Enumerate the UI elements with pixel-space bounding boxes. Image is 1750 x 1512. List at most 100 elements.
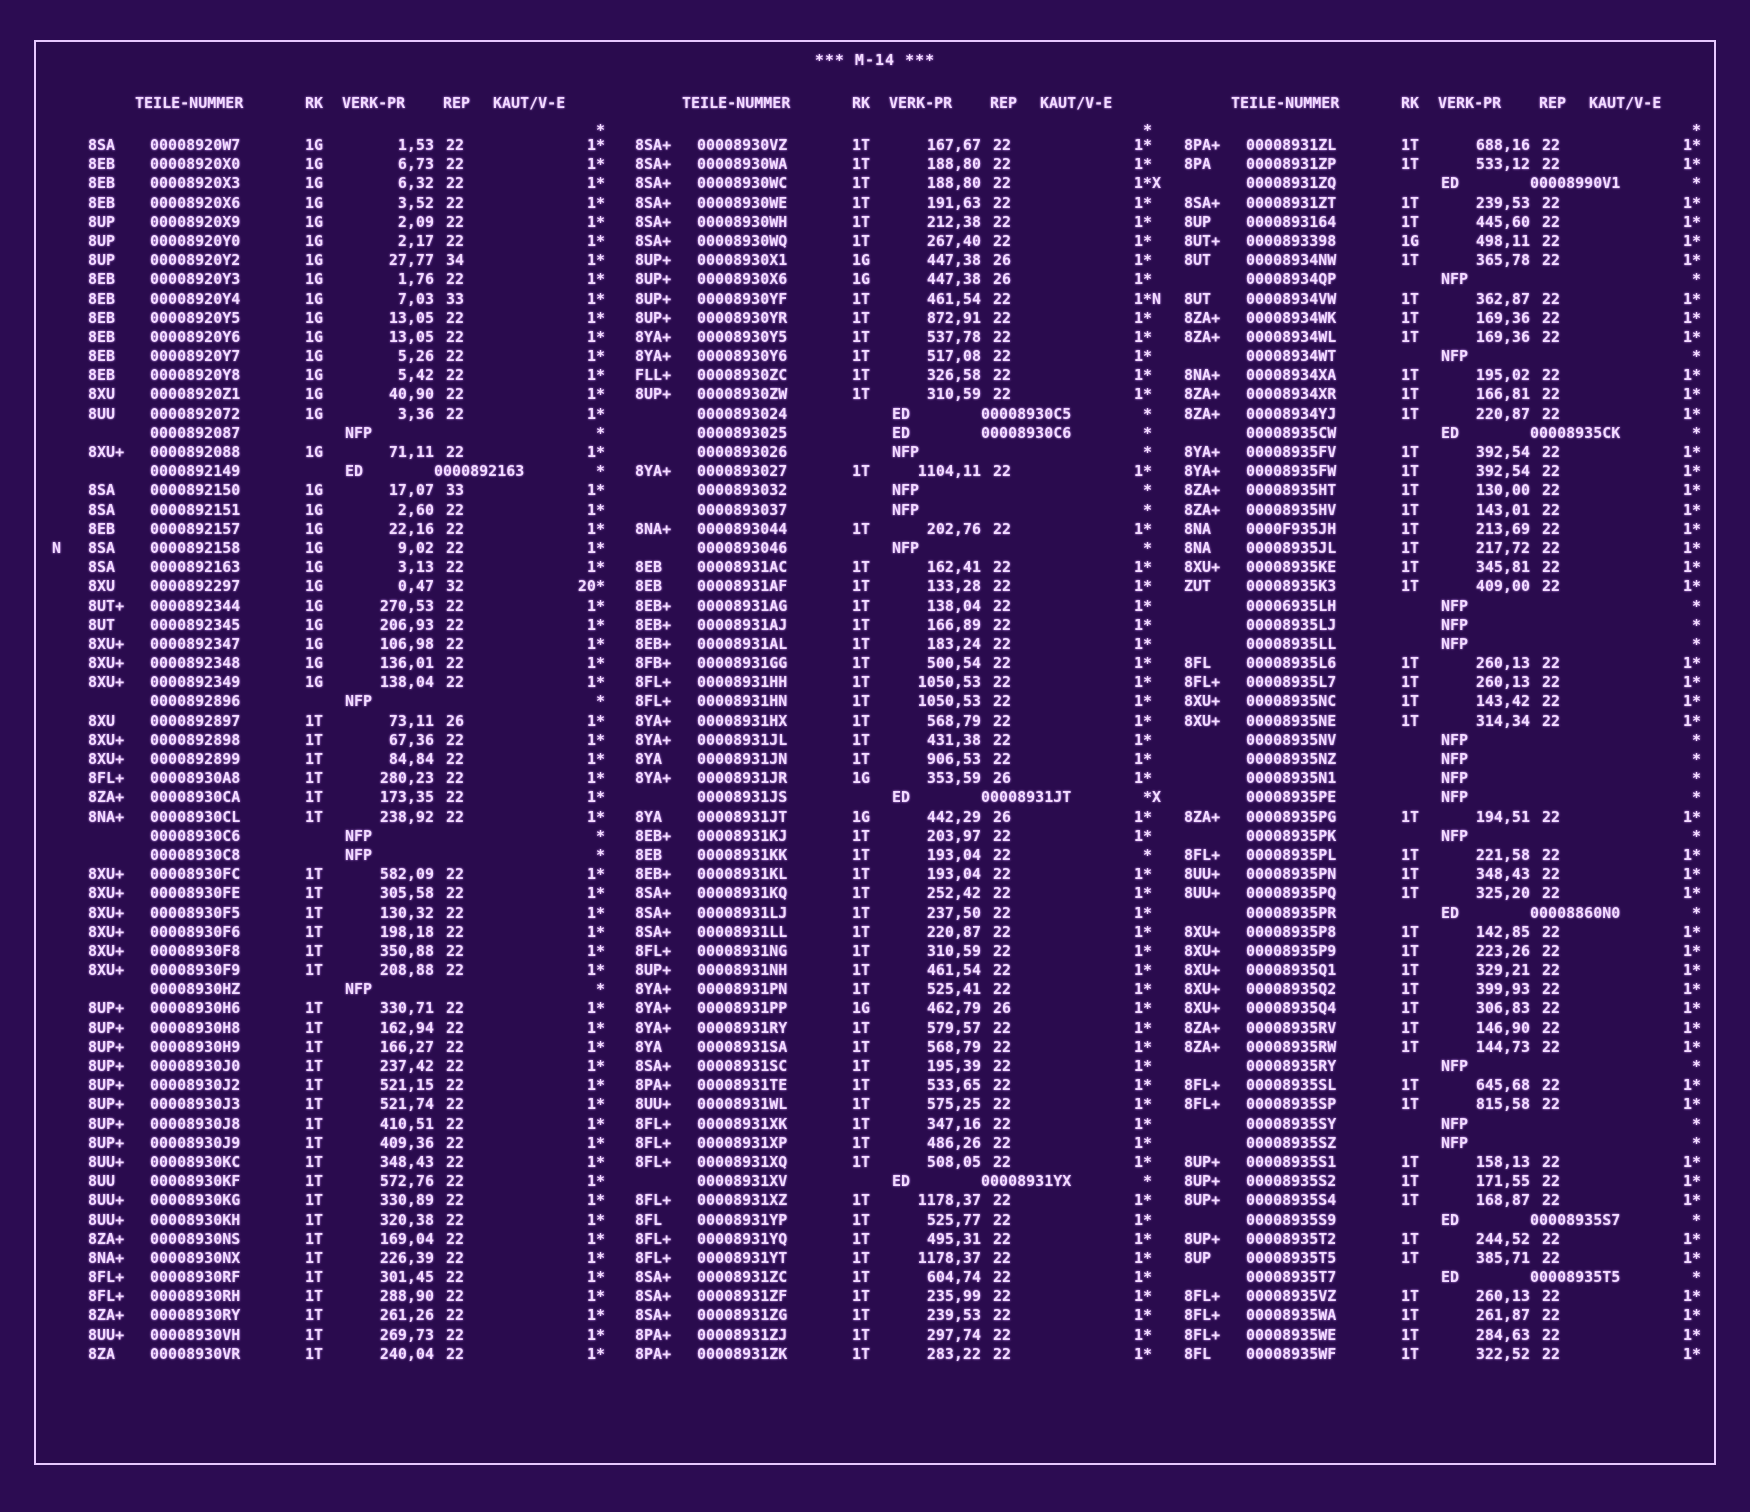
- group-code: 8UP: [1184, 1248, 1212, 1267]
- sale-price: 1178,37: [917, 1191, 981, 1210]
- part-number: 00008930Y5: [697, 327, 788, 346]
- group-code: 8SA+: [635, 1268, 672, 1287]
- qty-unit: 1*: [586, 1133, 605, 1152]
- table-row: 8PA+ 00008931ZK 1T 283,22 22 1*: [607, 1345, 1167, 1364]
- qty-unit: 1*: [1682, 385, 1701, 404]
- qty-unit: 1*: [1682, 308, 1701, 327]
- qty-unit: 1*: [1133, 270, 1152, 289]
- table-row: 8ZA+ 00008930CA 1T 173,35 22 1*: [60, 788, 620, 807]
- sale-price: 220,87: [1475, 404, 1530, 423]
- rk-code: 1T: [1401, 999, 1420, 1018]
- sale-price: 202,76: [926, 519, 981, 538]
- sale-price: 688,16: [1475, 136, 1530, 154]
- part-number: 00008920Y4: [150, 289, 241, 308]
- rep-code: 22: [993, 174, 1012, 193]
- sale-price: 138,04: [379, 673, 434, 692]
- table-row: 8ZA+ 00008934XR 1T 166,81 22 1*: [1156, 385, 1716, 404]
- header-rk: RK: [305, 94, 324, 112]
- rep-code: 22: [993, 231, 1012, 250]
- qty-unit: 1*: [1133, 615, 1152, 634]
- table-row: 8ZA+ 00008934WK 1T 169,36 22 1*: [1156, 309, 1716, 328]
- part-number: 00008931ZQ: [1246, 174, 1337, 193]
- part-number: 0000893027: [697, 462, 788, 481]
- group-code: 8SA+: [1184, 193, 1221, 212]
- part-number: 0000893026: [697, 443, 788, 461]
- qty-unit: 1*: [586, 1325, 605, 1344]
- table-row: 0000892087 NFP *: [60, 424, 620, 443]
- group-code: 8FL: [1184, 1344, 1212, 1363]
- table-row: 8EB+ 00008931KL 1T 193,04 22 1*: [607, 865, 1167, 884]
- qty-unit: 1*: [586, 1268, 605, 1287]
- qty-unit: 1*: [1133, 212, 1152, 231]
- group-code: 8YA+: [635, 347, 672, 366]
- top-marker-star: *: [1142, 121, 1152, 139]
- qty-unit: 1*: [1682, 1018, 1701, 1037]
- qty-unit: 1*: [1682, 327, 1701, 346]
- group-code: 8SA+: [635, 1287, 672, 1306]
- sale-price: 495,31: [926, 1229, 981, 1248]
- table-row: 8UP+ 00008930X1 1G 447,38 26 1*: [607, 251, 1167, 270]
- sale-price: 385,71: [1475, 1248, 1530, 1267]
- group-code: 8FL+: [1184, 1095, 1221, 1114]
- table-row: 8XU+ 0000892088 1G 71,11 22 1*: [60, 443, 620, 462]
- part-number: 00008935T5: [1246, 1248, 1337, 1267]
- part-number: 00008935LL: [1246, 634, 1337, 653]
- part-number: 00008935PE: [1246, 788, 1337, 807]
- table-row: 8YA 00008931SA 1T 568,79 22 1*: [607, 1038, 1167, 1057]
- table-row: 8UP 00008920X9 1G 2,09 22 1*: [60, 213, 620, 232]
- table-row: 8XU 00008920Z1 1G 40,90 22 1*: [60, 385, 620, 404]
- part-number: 0000892150: [150, 481, 241, 500]
- rep-code: 26: [993, 270, 1012, 289]
- group-code: 8UP+: [635, 251, 672, 270]
- table-row: 8FL+ 00008931YT 1T 1178,37 22 1*: [607, 1249, 1167, 1268]
- part-number: 00008930KC: [150, 1152, 241, 1171]
- rk-code: 1G: [305, 596, 324, 615]
- qty-unit: 1*: [1133, 999, 1152, 1018]
- rk-code: 1T: [305, 941, 324, 960]
- group-code: 8SA+: [635, 922, 672, 941]
- part-number: 00008930FE: [150, 884, 241, 903]
- part-number: 00008930A8: [150, 769, 241, 788]
- group-code: 8NA+: [635, 519, 672, 538]
- part-number: 00008920Y2: [150, 251, 241, 270]
- rep-code: 22: [1542, 1018, 1561, 1037]
- rep-code: 22: [993, 366, 1012, 385]
- group-code: 8ZA+: [1184, 308, 1221, 327]
- sale-price: 409,00: [1475, 577, 1530, 596]
- qty-unit: *: [1142, 423, 1152, 442]
- rk-code: 1G: [305, 385, 324, 404]
- sale-price: 2,60: [397, 500, 434, 519]
- rk-code: 1T: [1401, 1076, 1420, 1095]
- qty-unit: 1*: [586, 1344, 605, 1363]
- rk-code: 1T: [305, 961, 324, 980]
- sale-price: 329,21: [1475, 961, 1530, 980]
- qty-unit: 1*: [1133, 1268, 1152, 1287]
- rep-code: 22: [1542, 366, 1561, 385]
- group-code: 8UU+: [88, 1210, 125, 1229]
- rk-code: 1T: [852, 558, 871, 577]
- rep-code: 22: [446, 750, 465, 768]
- part-number: 0000892347: [150, 634, 241, 653]
- rep-code: 26: [993, 999, 1012, 1018]
- part-number: 00008930VZ: [697, 136, 788, 154]
- rk-code: 1T: [852, 1133, 871, 1152]
- table-row: 8FL+ 00008935VZ 1T 260,13 22 1*: [1156, 1287, 1716, 1306]
- table-row: 00008935PR ED 00008860N0 *: [1156, 904, 1716, 923]
- table-row: 8UT 0000892345 1G 206,93 22 1*: [60, 616, 620, 635]
- rk-code: 1T: [305, 1037, 324, 1056]
- qty-unit: 1*: [1133, 769, 1152, 788]
- qty-unit: 1*: [586, 443, 605, 461]
- part-number: 00008935Q4: [1246, 999, 1337, 1018]
- group-code: 8UP+: [88, 999, 125, 1018]
- sale-price: 305,58: [379, 884, 434, 903]
- rk-code: 1T: [1401, 1344, 1420, 1363]
- group-code: 8XU+: [88, 750, 125, 768]
- part-number: 00008930H9: [150, 1037, 241, 1056]
- table-row: 8FL+ 00008931YQ 1T 495,31 22 1*: [607, 1230, 1167, 1249]
- qty-unit: 1*: [1133, 711, 1152, 730]
- group-code: 8UP+: [635, 385, 672, 404]
- table-row: 8UU 0000892072 1G 3,36 22 1*: [60, 405, 620, 424]
- rep-code: 34: [446, 251, 465, 270]
- sale-price: 533,12: [1475, 155, 1530, 174]
- part-number: 0000893037: [697, 500, 788, 519]
